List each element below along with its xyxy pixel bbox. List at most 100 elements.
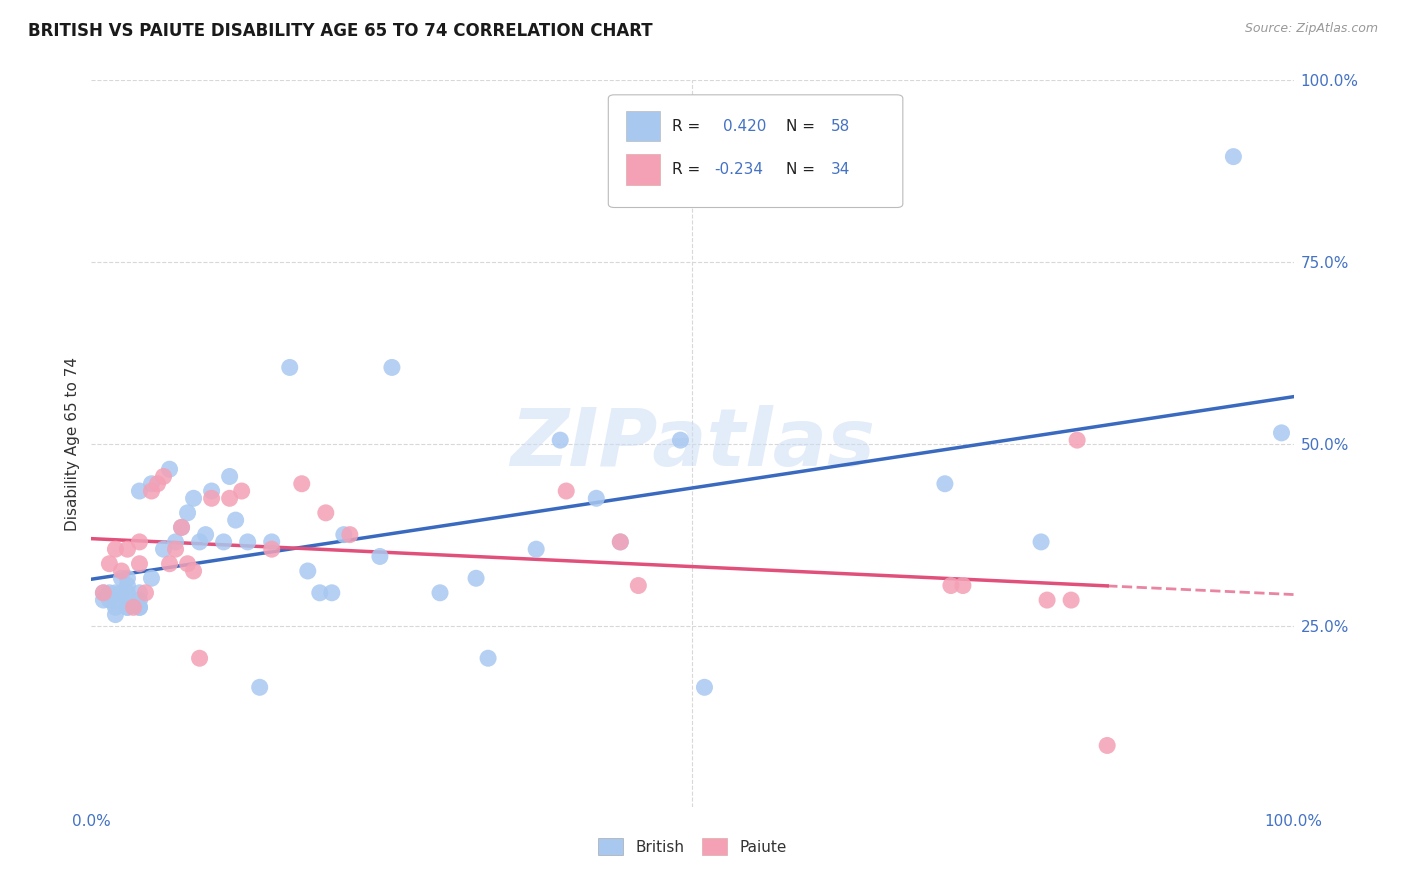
Point bbox=[176, 557, 198, 571]
Point bbox=[260, 542, 283, 557]
Point bbox=[627, 578, 650, 592]
Point bbox=[212, 535, 235, 549]
Text: BRITISH VS PAIUTE DISABILITY AGE 65 TO 74 CORRELATION CHART: BRITISH VS PAIUTE DISABILITY AGE 65 TO 7… bbox=[28, 22, 652, 40]
Point bbox=[104, 586, 127, 600]
Point bbox=[308, 586, 330, 600]
Point bbox=[104, 542, 127, 557]
Point bbox=[188, 651, 211, 665]
Point bbox=[98, 593, 121, 607]
Point bbox=[939, 578, 962, 592]
Point bbox=[152, 469, 174, 483]
Point bbox=[477, 651, 499, 665]
Point bbox=[291, 476, 314, 491]
Text: N =: N = bbox=[786, 119, 820, 134]
Point bbox=[141, 476, 163, 491]
Point bbox=[429, 586, 451, 600]
FancyBboxPatch shape bbox=[609, 95, 903, 208]
Point bbox=[159, 462, 181, 476]
Point bbox=[117, 593, 139, 607]
Point bbox=[1095, 739, 1118, 753]
Point bbox=[134, 586, 156, 600]
Text: ZIPatlas: ZIPatlas bbox=[510, 405, 875, 483]
Point bbox=[201, 483, 224, 498]
Point bbox=[333, 527, 356, 541]
Text: 58: 58 bbox=[831, 119, 851, 134]
Point bbox=[117, 571, 139, 585]
Point bbox=[188, 535, 211, 549]
Point bbox=[128, 593, 150, 607]
Point bbox=[201, 491, 224, 506]
Point bbox=[297, 564, 319, 578]
Text: R =: R = bbox=[672, 119, 706, 134]
Point bbox=[1270, 425, 1292, 440]
Point bbox=[321, 586, 343, 600]
Bar bbox=[626, 154, 659, 185]
Point bbox=[128, 600, 150, 615]
Point bbox=[117, 600, 139, 615]
Point bbox=[236, 535, 259, 549]
Point bbox=[183, 564, 205, 578]
Text: -0.234: -0.234 bbox=[714, 162, 763, 178]
Point bbox=[165, 542, 187, 557]
Point bbox=[110, 564, 132, 578]
Point bbox=[194, 527, 217, 541]
Point bbox=[117, 600, 139, 615]
Point bbox=[555, 483, 578, 498]
Point bbox=[669, 433, 692, 447]
Point bbox=[98, 586, 121, 600]
Point bbox=[231, 483, 253, 498]
Bar bbox=[626, 111, 659, 141]
Point bbox=[141, 483, 163, 498]
Text: 0.420: 0.420 bbox=[723, 119, 766, 134]
Point bbox=[152, 542, 174, 557]
Point bbox=[122, 600, 145, 615]
Point bbox=[183, 491, 205, 506]
Point bbox=[1066, 433, 1088, 447]
Y-axis label: Disability Age 65 to 74: Disability Age 65 to 74 bbox=[65, 357, 80, 531]
Point bbox=[1222, 150, 1244, 164]
Point bbox=[93, 586, 115, 600]
Point bbox=[225, 513, 247, 527]
Point bbox=[1060, 593, 1083, 607]
Point bbox=[381, 360, 404, 375]
Point bbox=[176, 506, 198, 520]
Point bbox=[104, 600, 127, 615]
Text: 34: 34 bbox=[831, 162, 851, 178]
Point bbox=[548, 433, 571, 447]
Text: Source: ZipAtlas.com: Source: ZipAtlas.com bbox=[1244, 22, 1378, 36]
Point bbox=[1029, 535, 1052, 549]
Point bbox=[104, 607, 127, 622]
Point bbox=[117, 586, 139, 600]
Text: R =: R = bbox=[672, 162, 706, 178]
Point bbox=[585, 491, 607, 506]
Point bbox=[218, 469, 240, 483]
Point bbox=[98, 557, 121, 571]
Point bbox=[93, 593, 115, 607]
Point bbox=[170, 520, 193, 534]
Point bbox=[609, 535, 631, 549]
Text: N =: N = bbox=[786, 162, 820, 178]
Point bbox=[218, 491, 240, 506]
Point bbox=[159, 557, 181, 571]
Point bbox=[117, 542, 139, 557]
Point bbox=[128, 600, 150, 615]
Point bbox=[339, 527, 361, 541]
Point bbox=[128, 535, 150, 549]
Point bbox=[693, 681, 716, 695]
Point bbox=[146, 476, 169, 491]
Point bbox=[524, 542, 547, 557]
Point bbox=[315, 506, 337, 520]
Point bbox=[104, 593, 127, 607]
Point bbox=[170, 520, 193, 534]
Point bbox=[465, 571, 488, 585]
Point bbox=[141, 571, 163, 585]
Point bbox=[110, 571, 132, 585]
Point bbox=[128, 483, 150, 498]
Point bbox=[260, 535, 283, 549]
Point bbox=[609, 535, 631, 549]
Point bbox=[278, 360, 301, 375]
Point bbox=[128, 557, 150, 571]
Point bbox=[110, 586, 132, 600]
Point bbox=[128, 586, 150, 600]
Point bbox=[368, 549, 391, 564]
